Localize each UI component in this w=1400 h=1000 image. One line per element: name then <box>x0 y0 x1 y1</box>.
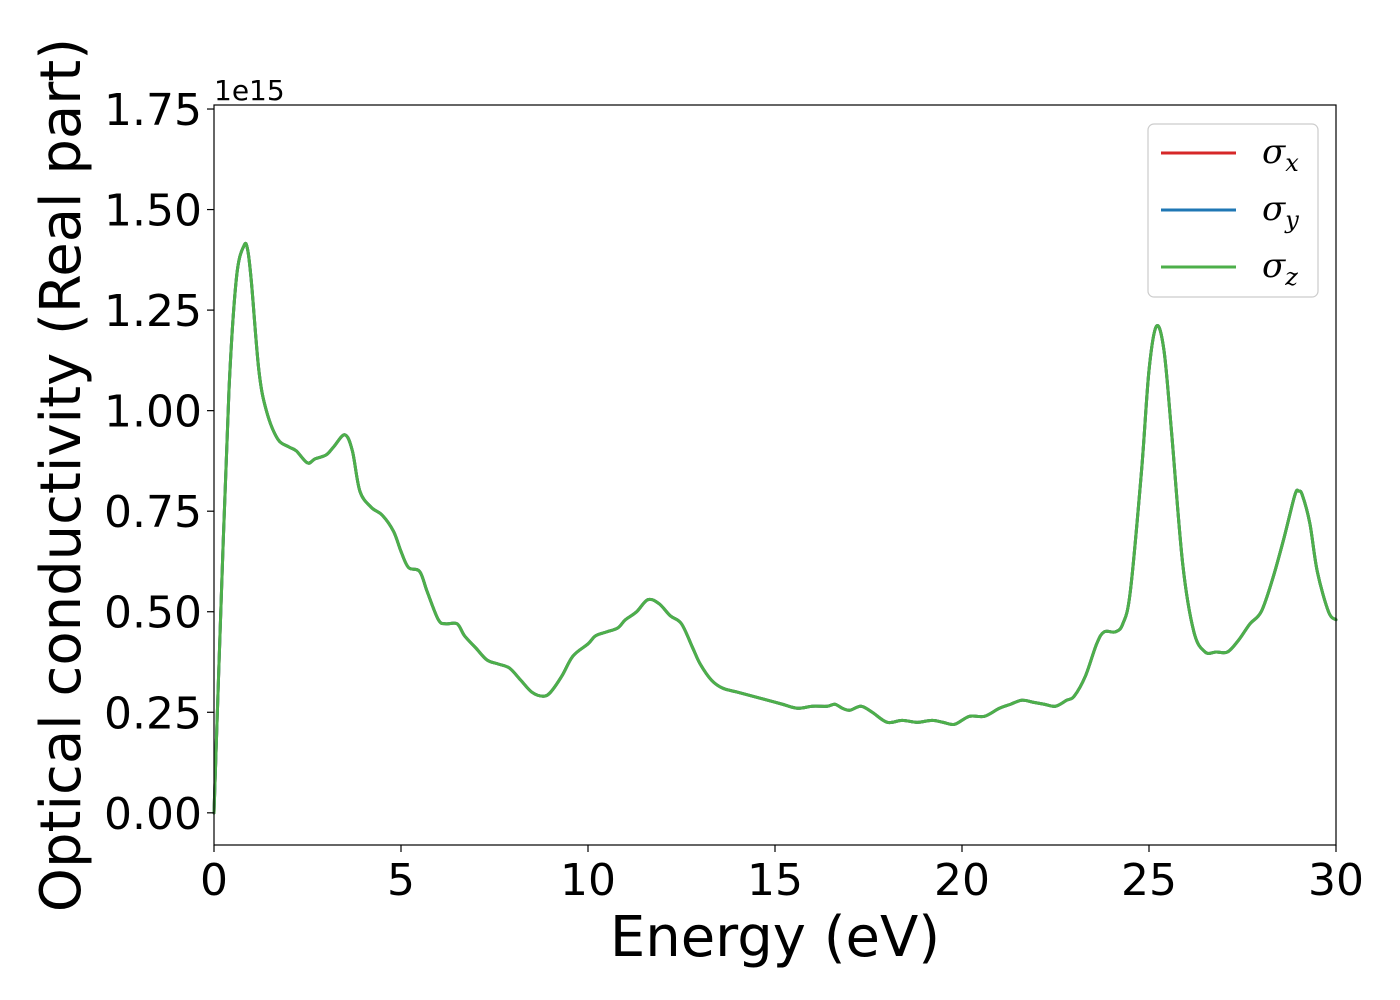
y-axis-ticks: 0.00 0.25 0.50 0.75 1.00 1.25 1.50 1.75 <box>104 85 214 840</box>
y-tick-label: 1.75 <box>104 85 202 136</box>
x-tick-label: 30 <box>1308 855 1364 906</box>
series-layer <box>212 241 1338 815</box>
y-axis-label: Optical conductivity (Real part) <box>29 38 94 912</box>
x-tick-label: 10 <box>560 855 616 906</box>
x-tick-label: 20 <box>934 855 990 906</box>
series-line-z <box>212 241 1338 815</box>
y-tick-label: 0.25 <box>104 688 202 739</box>
y-tick-label: 1.25 <box>104 286 202 337</box>
y-tick-label: 0.00 <box>104 789 202 840</box>
x-tick-label: 25 <box>1121 855 1177 906</box>
x-tick-label: 15 <box>747 855 803 906</box>
y-offset-label: 1e15 <box>214 74 285 107</box>
x-tick-label: 5 <box>387 855 415 906</box>
x-axis-ticks: 0 5 10 15 20 25 30 <box>200 845 1364 906</box>
y-tick-label: 0.50 <box>104 588 202 639</box>
x-tick-label: 0 <box>200 855 228 906</box>
y-tick-label: 1.50 <box>104 186 202 237</box>
x-axis-label: Energy (eV) <box>610 905 940 970</box>
y-tick-label: 0.75 <box>104 487 202 538</box>
y-tick-label: 1.00 <box>104 387 202 438</box>
